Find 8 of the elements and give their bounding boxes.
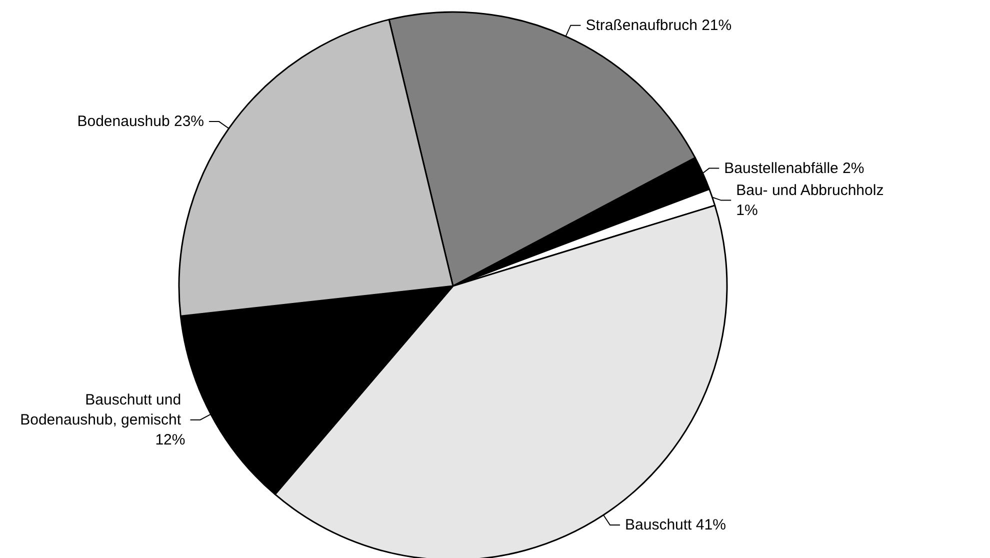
data-label: 12% — [155, 431, 186, 448]
slice-label: Bauschutt und Bodenaushub, gemischt — [20, 391, 186, 428]
slice-label: Straßenaufbruch 21% — [586, 16, 732, 34]
data-label: 1% — [736, 202, 758, 219]
slice-label: Bauschutt 41% — [625, 516, 726, 534]
slice-label: Bodenaushub 23% — [77, 113, 204, 130]
slice-label: Bau- und Abbruchholz — [736, 182, 888, 199]
slice-label: Baustellenabfälle 2% — [724, 160, 864, 177]
